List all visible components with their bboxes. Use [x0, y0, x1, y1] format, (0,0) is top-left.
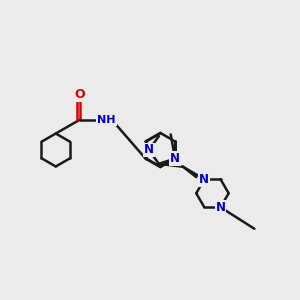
Text: N: N — [215, 201, 226, 214]
Text: N: N — [170, 152, 180, 165]
Text: N: N — [144, 143, 154, 157]
Text: O: O — [75, 88, 85, 101]
Text: N: N — [199, 173, 209, 186]
Text: NH: NH — [97, 115, 116, 125]
